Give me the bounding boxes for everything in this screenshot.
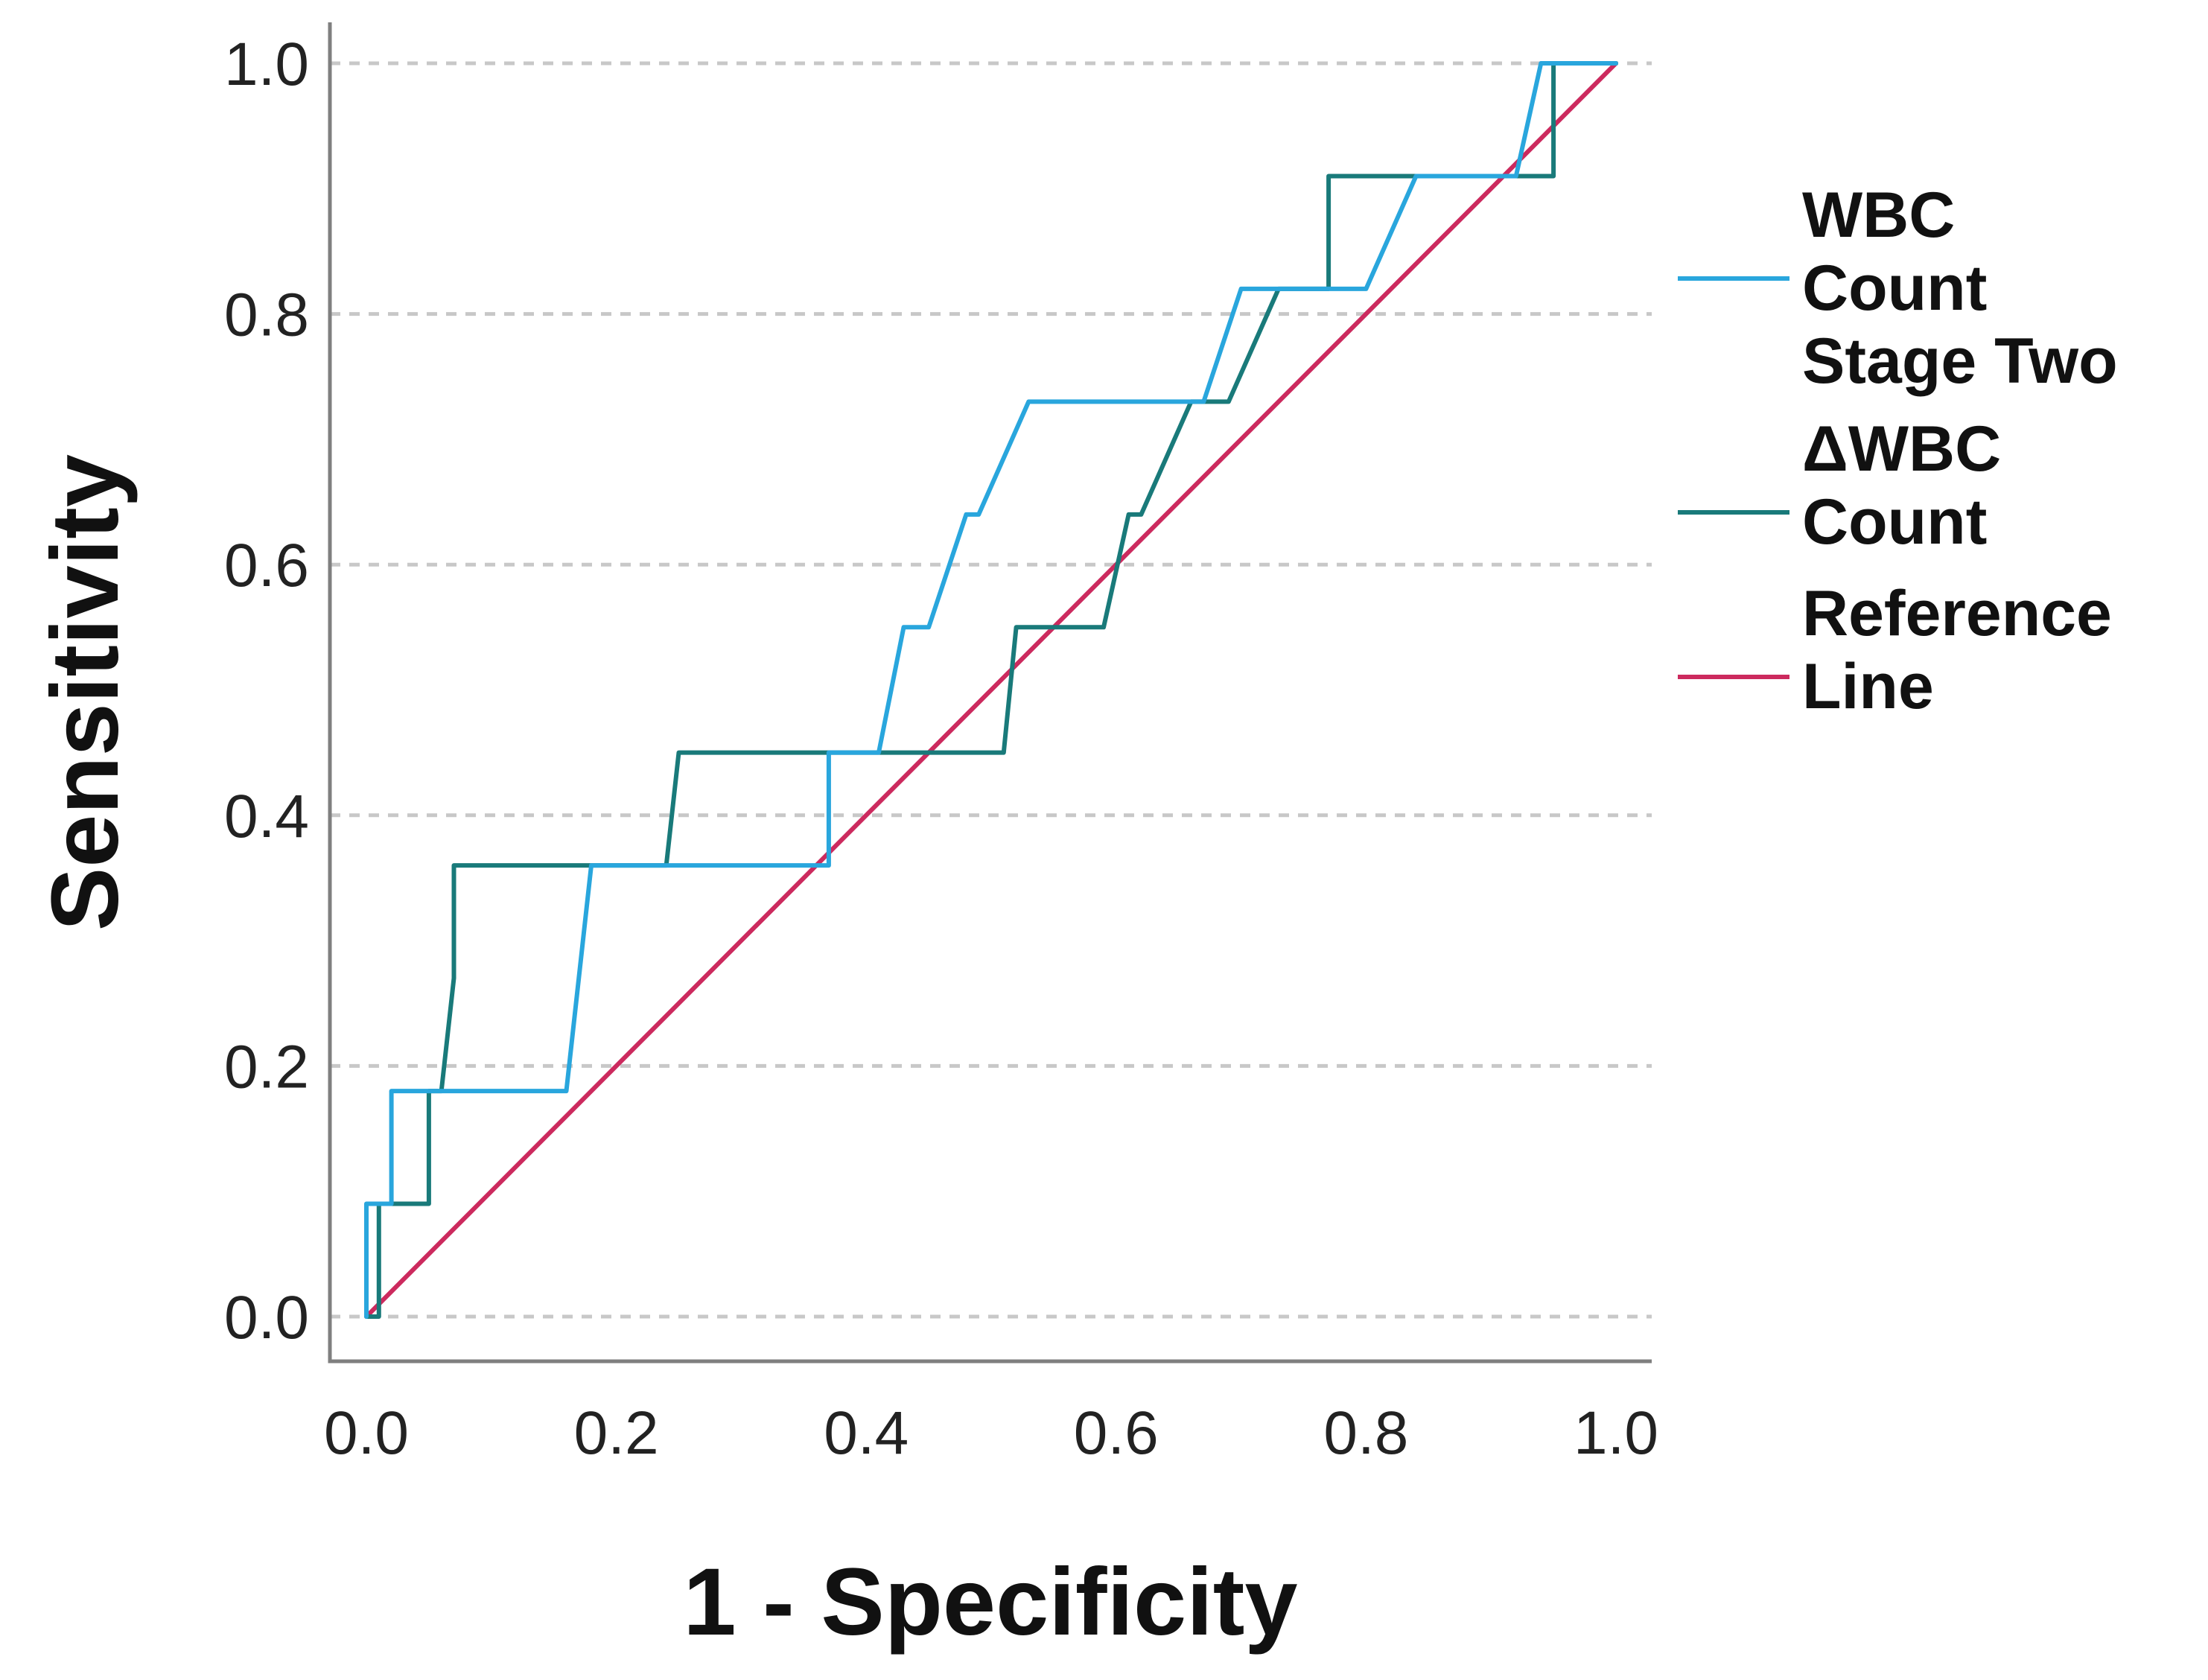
legend-label-line: Stage Two	[1802, 325, 2118, 397]
series-line-2	[364, 61, 1618, 1319]
x-tick-label: 1.0	[1574, 1399, 1658, 1467]
axes	[328, 22, 1652, 1364]
legend-label-line: ΔWBC	[1802, 413, 2001, 485]
legend-label-line: Reference	[1802, 578, 2112, 649]
y-tick-label: 0.4	[224, 783, 309, 850]
series-line-0	[364, 61, 1618, 1319]
y-tick-label: 0.8	[224, 281, 309, 349]
x-axis-title: 1 - Specificity	[683, 1549, 1297, 1655]
grid-lines	[330, 61, 1652, 1319]
x-tick-label: 0.6	[1074, 1399, 1159, 1467]
y-tick-label: 0.0	[224, 1284, 309, 1352]
legend-label-line: Line	[1802, 651, 1934, 722]
legend-label-line: Count	[1802, 486, 1987, 558]
x-tick-label: 0.2	[574, 1399, 659, 1467]
x-tick-label: 0.4	[824, 1399, 909, 1467]
x-tick-label: 0.0	[324, 1399, 409, 1467]
y-tick-label: 0.2	[224, 1033, 309, 1101]
x-tick-label: 0.8	[1323, 1399, 1408, 1467]
y-tick-label: 0.6	[224, 532, 309, 599]
y-tick-labels: 0.0 0.2 0.4 0.6 0.8 1.0	[224, 31, 309, 1352]
legend-label-line: Count	[1802, 252, 1987, 324]
y-axis-title: Sensitivity	[32, 454, 139, 931]
series-line-1	[364, 61, 1618, 1319]
x-tick-labels: 0.0 0.2 0.4 0.6 0.8 1.0	[324, 1399, 1658, 1467]
legend-label-line: WBC	[1802, 179, 1955, 251]
series-lines	[364, 61, 1618, 1319]
axis-frame	[328, 22, 1652, 1364]
y-tick-label: 1.0	[224, 31, 309, 98]
